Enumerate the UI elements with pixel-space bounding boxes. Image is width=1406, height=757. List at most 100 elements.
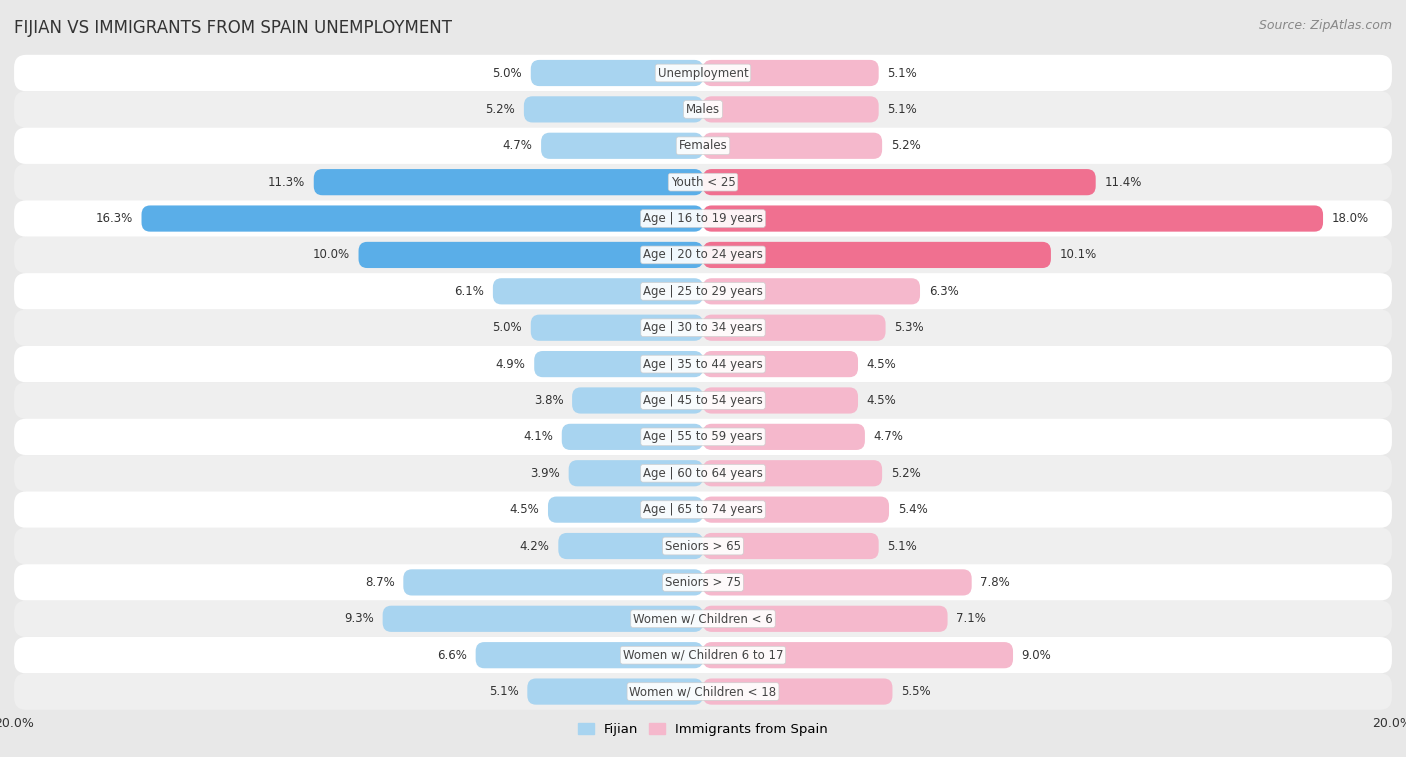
Text: Unemployment: Unemployment — [658, 67, 748, 79]
Text: Age | 25 to 29 years: Age | 25 to 29 years — [643, 285, 763, 298]
Text: Age | 45 to 54 years: Age | 45 to 54 years — [643, 394, 763, 407]
FancyBboxPatch shape — [14, 455, 1392, 491]
Text: FIJIAN VS IMMIGRANTS FROM SPAIN UNEMPLOYMENT: FIJIAN VS IMMIGRANTS FROM SPAIN UNEMPLOY… — [14, 19, 453, 37]
FancyBboxPatch shape — [14, 419, 1392, 455]
FancyBboxPatch shape — [703, 169, 1095, 195]
Text: 4.9%: 4.9% — [496, 357, 526, 371]
Text: 5.1%: 5.1% — [489, 685, 519, 698]
FancyBboxPatch shape — [703, 497, 889, 523]
Text: 5.0%: 5.0% — [492, 321, 522, 334]
Text: 5.0%: 5.0% — [492, 67, 522, 79]
FancyBboxPatch shape — [534, 351, 703, 377]
FancyBboxPatch shape — [527, 678, 703, 705]
Text: 3.9%: 3.9% — [530, 467, 560, 480]
FancyBboxPatch shape — [14, 491, 1392, 528]
FancyBboxPatch shape — [14, 674, 1392, 710]
Text: 11.4%: 11.4% — [1104, 176, 1142, 188]
Text: 9.3%: 9.3% — [344, 612, 374, 625]
FancyBboxPatch shape — [14, 273, 1392, 310]
FancyBboxPatch shape — [703, 279, 920, 304]
Text: Age | 65 to 74 years: Age | 65 to 74 years — [643, 503, 763, 516]
FancyBboxPatch shape — [703, 678, 893, 705]
Text: Age | 20 to 24 years: Age | 20 to 24 years — [643, 248, 763, 261]
Text: Females: Females — [679, 139, 727, 152]
FancyBboxPatch shape — [14, 382, 1392, 419]
Text: 5.3%: 5.3% — [894, 321, 924, 334]
Text: 6.6%: 6.6% — [437, 649, 467, 662]
Text: 5.5%: 5.5% — [901, 685, 931, 698]
Text: Males: Males — [686, 103, 720, 116]
Text: 7.1%: 7.1% — [956, 612, 986, 625]
FancyBboxPatch shape — [14, 91, 1392, 128]
FancyBboxPatch shape — [703, 388, 858, 413]
Legend: Fijian, Immigrants from Spain: Fijian, Immigrants from Spain — [572, 718, 834, 741]
Text: Age | 55 to 59 years: Age | 55 to 59 years — [643, 431, 763, 444]
FancyBboxPatch shape — [703, 315, 886, 341]
FancyBboxPatch shape — [568, 460, 703, 486]
FancyBboxPatch shape — [531, 315, 703, 341]
Text: Seniors > 75: Seniors > 75 — [665, 576, 741, 589]
FancyBboxPatch shape — [14, 310, 1392, 346]
Text: Seniors > 65: Seniors > 65 — [665, 540, 741, 553]
Text: Women w/ Children 6 to 17: Women w/ Children 6 to 17 — [623, 649, 783, 662]
Text: 11.3%: 11.3% — [269, 176, 305, 188]
FancyBboxPatch shape — [14, 637, 1392, 674]
FancyBboxPatch shape — [562, 424, 703, 450]
FancyBboxPatch shape — [531, 60, 703, 86]
Text: Age | 60 to 64 years: Age | 60 to 64 years — [643, 467, 763, 480]
FancyBboxPatch shape — [703, 460, 882, 486]
FancyBboxPatch shape — [14, 237, 1392, 273]
Text: 4.2%: 4.2% — [520, 540, 550, 553]
FancyBboxPatch shape — [558, 533, 703, 559]
Text: 4.5%: 4.5% — [866, 357, 897, 371]
Text: 10.1%: 10.1% — [1060, 248, 1097, 261]
FancyBboxPatch shape — [703, 642, 1012, 668]
Text: Youth < 25: Youth < 25 — [671, 176, 735, 188]
Text: 5.2%: 5.2% — [891, 467, 921, 480]
Text: Age | 35 to 44 years: Age | 35 to 44 years — [643, 357, 763, 371]
Text: 6.1%: 6.1% — [454, 285, 484, 298]
Text: 4.1%: 4.1% — [523, 431, 553, 444]
FancyBboxPatch shape — [14, 346, 1392, 382]
FancyBboxPatch shape — [541, 132, 703, 159]
FancyBboxPatch shape — [14, 128, 1392, 164]
Text: Source: ZipAtlas.com: Source: ZipAtlas.com — [1258, 19, 1392, 32]
Text: 4.7%: 4.7% — [502, 139, 533, 152]
FancyBboxPatch shape — [14, 201, 1392, 237]
FancyBboxPatch shape — [703, 96, 879, 123]
FancyBboxPatch shape — [314, 169, 703, 195]
FancyBboxPatch shape — [382, 606, 703, 632]
FancyBboxPatch shape — [703, 606, 948, 632]
Text: 4.5%: 4.5% — [509, 503, 540, 516]
Text: 18.0%: 18.0% — [1331, 212, 1369, 225]
Text: 6.3%: 6.3% — [928, 285, 959, 298]
Text: 7.8%: 7.8% — [980, 576, 1010, 589]
FancyBboxPatch shape — [703, 132, 882, 159]
Text: 3.8%: 3.8% — [534, 394, 564, 407]
FancyBboxPatch shape — [404, 569, 703, 596]
Text: 4.5%: 4.5% — [866, 394, 897, 407]
Text: 5.1%: 5.1% — [887, 67, 917, 79]
Text: 5.2%: 5.2% — [485, 103, 515, 116]
FancyBboxPatch shape — [14, 528, 1392, 564]
FancyBboxPatch shape — [14, 600, 1392, 637]
FancyBboxPatch shape — [703, 60, 879, 86]
Text: 5.1%: 5.1% — [887, 103, 917, 116]
Text: 9.0%: 9.0% — [1022, 649, 1052, 662]
FancyBboxPatch shape — [703, 533, 879, 559]
Text: Women w/ Children < 6: Women w/ Children < 6 — [633, 612, 773, 625]
FancyBboxPatch shape — [14, 564, 1392, 600]
FancyBboxPatch shape — [494, 279, 703, 304]
Text: 5.2%: 5.2% — [891, 139, 921, 152]
Text: 5.4%: 5.4% — [897, 503, 928, 516]
Text: 8.7%: 8.7% — [366, 576, 395, 589]
FancyBboxPatch shape — [703, 205, 1323, 232]
Text: 10.0%: 10.0% — [312, 248, 350, 261]
FancyBboxPatch shape — [524, 96, 703, 123]
Text: Age | 16 to 19 years: Age | 16 to 19 years — [643, 212, 763, 225]
FancyBboxPatch shape — [548, 497, 703, 523]
Text: 16.3%: 16.3% — [96, 212, 134, 225]
FancyBboxPatch shape — [14, 55, 1392, 91]
Text: Age | 30 to 34 years: Age | 30 to 34 years — [643, 321, 763, 334]
FancyBboxPatch shape — [703, 569, 972, 596]
